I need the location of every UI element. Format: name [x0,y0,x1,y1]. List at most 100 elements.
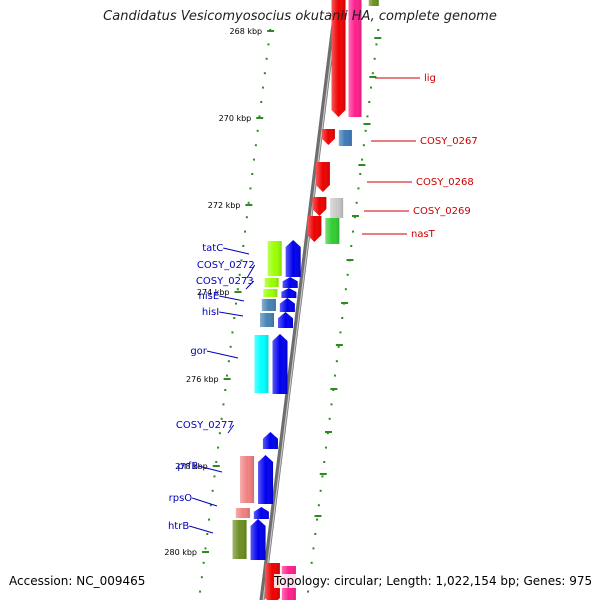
tick-dot [366,115,369,118]
gene-arrow-htrb-shade [250,519,266,560]
cog-bar-tatc-shade [267,241,282,276]
accession-text: Accession: NC_009465 [9,574,146,588]
tick-dot [323,461,326,463]
tick-dot [359,173,362,175]
tick-dot [242,245,245,247]
gene-arrow-prfb-shade [258,455,274,504]
cog-bar-gor-shade [254,335,269,393]
tick-dot [321,475,324,478]
tick-dot [254,144,257,147]
tick-dot [267,43,270,46]
tick-dot [215,461,218,463]
leader-line [206,350,239,359]
ruler-label: 276 kbp [186,375,219,384]
cog-bar-cosy0269-shade [330,198,344,218]
leader-lines [189,77,420,534]
tick-dot [256,129,259,132]
gene-label-hise: hisE [199,291,220,302]
tick-dot [227,360,230,363]
tick-dot [337,345,340,348]
gene-label-cosy_0269: COSY_0269 [413,206,471,217]
tick-dot [330,403,333,406]
tick-dot [245,216,248,219]
tick-dot [361,158,364,161]
tick-dot [362,144,365,147]
gene-arrow-bottom-shade [264,563,280,604]
tick-dot [200,576,203,579]
gene-label-cosy_0268: COSY_0268 [416,177,474,188]
cog-bar-hisi-shade [260,313,274,327]
cog-bar-htrb-shade [232,520,247,559]
tick-dot [235,302,238,305]
leader-line [192,497,218,507]
tick-marks [199,29,382,593]
tick-dot [371,72,374,75]
tick-dot [353,216,356,219]
cog-bars [232,0,379,604]
cog-bar-hise-shade [261,299,276,311]
tick-dot [346,273,349,276]
gene-label-tatc: tatC [202,243,223,254]
leader-line [219,311,244,317]
gene-arrow-hise-shade [279,298,295,312]
tick-dot [208,518,211,521]
cog-bar-cosy_0273-shade [263,289,278,297]
leader-line [198,465,223,473]
leader-line [223,247,250,255]
tick-dot [370,86,373,89]
tick-dot [377,29,380,31]
tick-dot [229,345,232,348]
tick-dot [218,432,221,435]
gene-label-lig: lig [424,73,436,84]
gene-label-rpso: rpsO [169,493,193,504]
tick-dot [314,533,317,535]
gene-arrow-cosy_0277-shade [262,432,278,449]
tick-dot [199,590,202,593]
tick-dot [244,230,247,233]
tick-dot [251,173,254,175]
tick-dot [326,432,329,435]
ruler-label: 274 kbp [197,288,230,297]
gene-arrow-gor-shade [272,334,288,394]
tick-dot [240,259,243,262]
cog-bar-cosy0267-shade [338,130,352,146]
tick-dot [364,129,367,132]
tick-dot [224,389,227,391]
tick-dot [258,115,261,118]
gene-arrow-hisi-shade [278,312,293,328]
ruler-label: 268 kbp [230,27,263,36]
tick-dot [316,518,319,521]
cog-bar-lig-shade [348,0,362,117]
topology-summary: Topology: circular; Length: 1,022,154 bp… [274,574,593,588]
tick-dot [355,201,358,204]
gene-label-cosy_0267: COSY_0267 [420,136,478,147]
tick-dot [368,101,371,103]
tick-dot [226,374,229,377]
gene-label-cosy_0273: COSY_0273 [196,276,254,287]
tick-dot [209,504,212,507]
leader-line [189,525,214,534]
tick-dot [339,331,342,334]
ruler-labels: 268 kbp 270 kbp 272 kbp 274 kbp 276 kbp 278 k… [164,27,262,557]
tick-dot [317,504,320,507]
gene-arrow-cosy0269-shade [312,197,327,216]
tick-dot [325,446,328,449]
ruler-label: 278 kbp [175,462,208,471]
tick-dot [319,489,322,492]
gene-arrow-cosy_0272-shade [282,277,298,288]
tick-dot [231,331,234,334]
leader-line [245,280,255,290]
gene-label-nast: nasT [411,229,436,240]
tick-dot [328,417,331,420]
tick-dot [312,547,315,550]
map-title: Candidatus Vesicomyosocius okutanii HA, … [103,9,497,24]
tick-dot [206,533,209,535]
gene-label-prfb: prfB [177,461,198,472]
tick-dot [222,403,225,406]
tick-dot [253,158,256,161]
tick-dot [265,57,268,60]
ruler-label: 280 kbp [164,548,197,557]
leader-line [227,424,235,434]
gene-arrow-tatc-shade [285,240,301,277]
